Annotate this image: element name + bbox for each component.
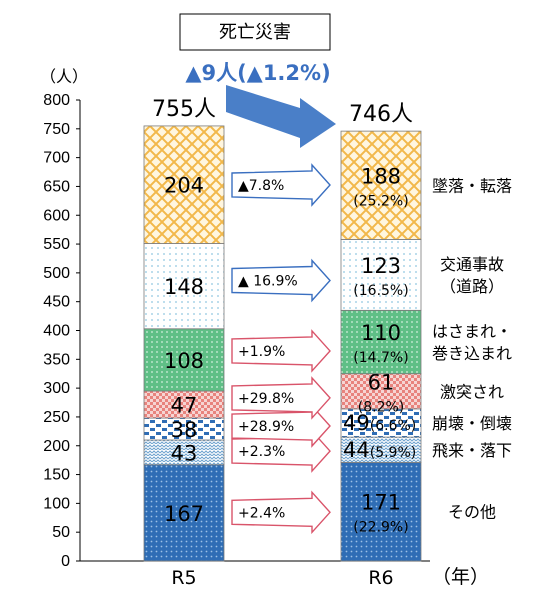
bar-value-label: 188 [361,164,401,188]
x-unit-label: （年） [432,566,489,588]
total-change-headline: ▲9人(▲1.2%) [185,61,330,85]
bar-segment [143,125,225,244]
y-tick-label: 0 [61,553,70,570]
series-change-label: +2.3% [238,444,285,460]
x-category-label: R6 [368,567,393,589]
bar-segment [340,309,422,375]
series-name-label: 交通事故 [440,255,504,274]
series-change-label: +28.9% [238,419,294,435]
bar-value-label: 61 [368,370,395,394]
bar-segment [340,408,422,438]
bar-value-label: 49(6.6%) [343,411,416,435]
y-unit-label: （人） [40,68,88,86]
bar-total-label: 746人 [349,102,413,127]
y-tick-label: 800 [43,92,70,109]
bar-segment [143,243,225,330]
series-name-label: （道路） [440,277,504,296]
y-tick-label: 50 [52,524,70,541]
chart-title: 死亡災害 [179,13,331,51]
chart-title-text: 死亡災害 [219,22,291,43]
y-tick-label: 550 [43,236,70,253]
bar-value-label: 47 [171,394,198,418]
change-arrows: +2.4% +2.3% +28.9% +29.8% +1.9% ▲ 16.9% ▲7.8% [226,85,336,535]
series-name-label: 激突され [440,382,504,401]
bar-segment [340,373,422,410]
bar-segment [340,436,422,463]
series-name-label: 巻き込まれ [432,344,512,363]
bar-value-label: 148 [164,275,204,299]
series-name-label: 飛来・落下 [432,441,512,460]
x-category-label: R5 [171,567,196,589]
series-labels: その他 飛来・落下 崩壊・倒壊 激突され はさまれ・巻き込まれ 交通事故 （道路） 墜落・転落 [432,176,512,521]
y-tick-label: 500 [43,265,70,282]
y-tick-label: 100 [43,495,70,512]
series-change-arrow [231,163,331,207]
bar-segment [143,328,225,392]
y-tick-label: 400 [43,323,70,340]
bar-value-label: 44(5.9%) [343,438,416,462]
y-tick-label: 200 [43,438,70,455]
series-change-label: +29.8% [238,391,294,407]
bar-share-label: (22.9%) [353,520,408,536]
bar-share-label: (16.5%) [353,283,408,299]
bar-segment [143,439,225,466]
bar-segment [340,239,422,311]
series-change-label: +2.4% [238,505,285,521]
bar-value-label: 38 [171,418,198,442]
series-change-arrow [231,258,331,303]
series-name-label: はさまれ・ [432,322,512,341]
y-tick-label: 350 [43,351,70,368]
bar-segment [143,464,225,562]
y-tick-label: 450 [43,294,70,311]
series-change-arrow [231,376,331,420]
bar-share-label: (8.2%) [358,399,405,415]
bar-share-label: (6.6%) [370,418,417,434]
series-change-label: +1.9% [238,344,285,360]
bar-value-label: 110 [361,321,401,345]
y-tick-label: 600 [43,207,70,224]
bar-value-label: 43 [171,441,198,465]
total-change-arrow [226,85,336,148]
bar-value-label: 123 [361,254,401,278]
bar-share-label: (25.2%) [353,193,408,209]
bar-value-label: 108 [164,349,204,373]
series-name-label: その他 [448,503,496,522]
bar-value-label: 171 [361,491,401,515]
y-axis-ticks: 0 50 100 150 200 250 300 350 400 450 500 550 600 650 7… [43,92,80,570]
y-tick-label: 700 [43,150,70,167]
chart-title-box [179,13,331,51]
series-name-label: 崩壊・倒壊 [432,414,512,433]
bar-segment [340,462,422,562]
bar-value-label: 167 [164,502,204,526]
series-change-arrow [231,490,331,535]
bar-total-label: 755人 [152,97,216,122]
y-tick-label: 150 [43,467,70,484]
y-tick-label: 650 [43,178,70,195]
bar-segment [143,390,225,419]
series-change-arrow [231,329,331,373]
y-tick-label: 300 [43,380,70,397]
bar-share-label: (5.9%) [370,445,417,461]
series-change-label: ▲ 16.9% [238,274,298,290]
series-change-label: ▲7.8% [238,178,284,194]
bar-value-label: 204 [164,174,204,198]
y-tick-label: 750 [43,121,70,138]
y-tick-label: 250 [43,409,70,426]
bar-share-label: (14.7%) [353,350,408,366]
bar-segment [340,130,422,240]
series-name-label: 墜落・転落 [432,176,512,195]
